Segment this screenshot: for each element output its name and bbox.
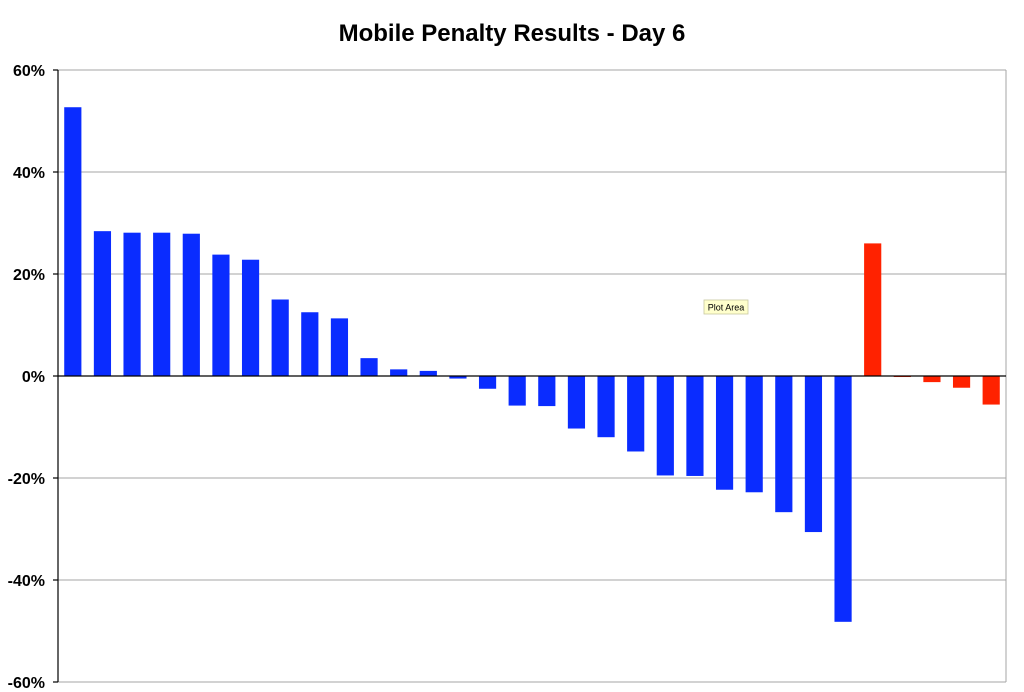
bar-series-1 [153, 232, 171, 376]
bar-series-1 [123, 232, 141, 376]
bar-series-1 [182, 233, 200, 376]
bar-series-1 [93, 231, 112, 376]
y-tick-label: 40% [13, 165, 45, 182]
plot-area-tooltip: Plot Area [703, 299, 749, 315]
bar-series-1 [478, 376, 497, 389]
bar-series-1 [449, 376, 467, 379]
y-tick-label: 20% [13, 267, 45, 284]
bar-series-1 [360, 358, 378, 376]
bar-series-2 [923, 376, 941, 383]
bar-series-1 [64, 107, 82, 376]
bar-series-1 [212, 254, 230, 376]
bar-series-1 [597, 376, 615, 438]
bar-series-1 [538, 376, 556, 407]
y-tick-label: 0% [22, 369, 45, 386]
y-axis-ticks: 60% 40% 20% 0% -20% -40% -60% [8, 63, 45, 692]
bar-series-1 [656, 376, 674, 476]
bars [64, 107, 1000, 622]
bar-series-1 [834, 376, 852, 622]
y-tick-label: -40% [8, 573, 45, 590]
bar-series-1 [241, 259, 260, 376]
y-tick-label: -20% [8, 471, 45, 488]
chart-title: Mobile Penalty Results - Day 6 [339, 20, 686, 47]
tooltip-text: Plot Area [708, 303, 745, 313]
bar-series-1 [271, 299, 289, 376]
bar-series-1 [775, 376, 793, 513]
bar-series-1 [419, 370, 437, 376]
bar-series-1 [745, 376, 763, 493]
bar-series-1 [567, 376, 586, 429]
bar-series-2 [982, 376, 1000, 405]
bar-series-1 [627, 376, 645, 452]
bar-series-2 [952, 376, 971, 388]
bar-series-1 [804, 376, 823, 533]
bar-series-1 [508, 376, 526, 406]
axes [53, 69, 1007, 683]
bar-series-1 [301, 312, 319, 376]
bar-series-1 [715, 376, 734, 490]
y-tick-label: 60% [13, 63, 45, 80]
bar-series-2 [864, 243, 882, 376]
bar-series-1 [686, 376, 704, 476]
bar-series-1 [330, 318, 349, 376]
bar-series-1 [390, 369, 408, 376]
y-tick-label: -60% [8, 675, 45, 692]
tooltip-box [703, 299, 749, 315]
